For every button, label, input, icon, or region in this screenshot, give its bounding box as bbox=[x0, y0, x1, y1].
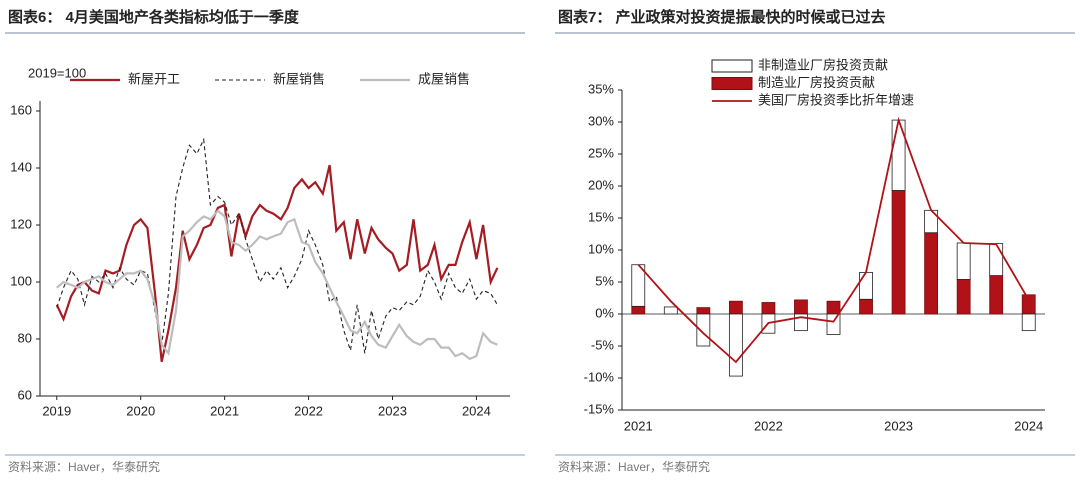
bar bbox=[956, 242, 971, 280]
bar bbox=[761, 302, 776, 315]
y-tick-label: -10% bbox=[584, 369, 615, 384]
chart-title: 图表6： 4月美国地产各类指标均低于一季度 bbox=[8, 8, 300, 26]
x-tick-label: 2019 bbox=[42, 403, 71, 418]
legend-swatch bbox=[711, 59, 753, 73]
legend-swatch bbox=[711, 77, 753, 90]
series-line bbox=[56, 209, 498, 361]
bar bbox=[631, 305, 646, 315]
bar bbox=[728, 300, 743, 315]
y-tick-label: 60 bbox=[18, 387, 32, 402]
y-tick-label: 25% bbox=[588, 145, 614, 160]
y-tick-label: 120 bbox=[10, 216, 32, 231]
legend-label: 美国厂房投资季比折年增速 bbox=[758, 92, 914, 107]
legend-label: 制造业厂房投资贡献 bbox=[758, 75, 875, 90]
bar bbox=[696, 313, 711, 347]
series-line bbox=[55, 164, 499, 363]
legend-label: 非制造业厂房投资贡献 bbox=[758, 57, 888, 72]
legend-label: 新屋开工 bbox=[128, 71, 180, 86]
source: 资料来源：Haver，华泰研究 bbox=[8, 459, 160, 474]
bar bbox=[891, 190, 906, 315]
bar bbox=[728, 313, 743, 377]
y-tick-label: 100 bbox=[10, 273, 32, 288]
bar bbox=[1021, 313, 1036, 332]
bar bbox=[859, 298, 873, 315]
x-tick-label: 2021 bbox=[210, 403, 239, 418]
x-tick-label: 2020 bbox=[126, 403, 155, 418]
bar bbox=[989, 243, 1004, 277]
y-tick-label: 80 bbox=[18, 330, 32, 345]
bar bbox=[826, 300, 841, 315]
bar bbox=[826, 313, 841, 335]
chart-title: 图表7： 产业政策对投资提振最快的时候或已过去 bbox=[558, 8, 886, 26]
x-tick-label: 2024 bbox=[1014, 418, 1043, 433]
bar bbox=[924, 232, 939, 315]
bar bbox=[989, 275, 1004, 315]
bar bbox=[631, 264, 646, 307]
bar bbox=[696, 307, 711, 315]
y-tick-label: 0% bbox=[595, 305, 614, 320]
y-tick-label: 20% bbox=[588, 177, 614, 192]
y-tick-label: 160 bbox=[10, 102, 32, 117]
series-line bbox=[56, 137, 498, 354]
x-tick-label: 2024 bbox=[462, 403, 491, 418]
x-tick-label: 2023 bbox=[378, 403, 407, 418]
x-tick-label: 2022 bbox=[294, 403, 323, 418]
x-tick-label: 2021 bbox=[624, 418, 653, 433]
x-tick-label: 2022 bbox=[754, 418, 783, 433]
bar bbox=[794, 299, 808, 315]
bar bbox=[663, 306, 678, 315]
x-tick-label: 2023 bbox=[884, 418, 913, 433]
legend-label: 成屋销售 bbox=[418, 71, 470, 86]
y-tick-label: -5% bbox=[591, 337, 615, 352]
bar bbox=[1021, 294, 1036, 315]
y-tick-label: 5% bbox=[595, 273, 614, 288]
y-axis-label: 2019=100 bbox=[28, 65, 86, 80]
source: 资料来源：Haver，华泰研究 bbox=[558, 459, 710, 474]
bar bbox=[956, 279, 971, 315]
y-tick-label: 35% bbox=[588, 81, 614, 96]
y-tick-label: -15% bbox=[584, 401, 615, 416]
bar bbox=[859, 271, 873, 300]
y-tick-label: 30% bbox=[588, 113, 614, 128]
legend-label: 新屋销售 bbox=[273, 71, 325, 86]
series-line bbox=[637, 116, 1030, 364]
y-tick-label: 140 bbox=[10, 159, 32, 174]
y-tick-label: 10% bbox=[588, 241, 614, 256]
y-tick-label: 15% bbox=[588, 209, 614, 224]
